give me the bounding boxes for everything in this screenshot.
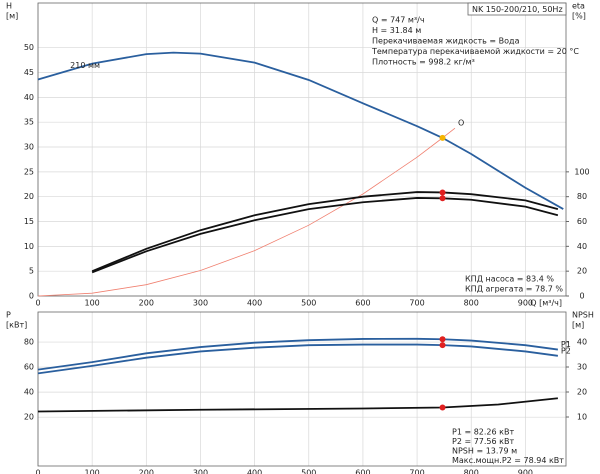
note-text: КПД агрегата = 78.7 %: [465, 285, 563, 294]
plot-frame: [37, 311, 567, 467]
y-tick-label: 40: [24, 388, 34, 397]
y-tick-label: 30: [24, 143, 34, 152]
y2-tick-label: 20: [577, 388, 587, 397]
y-axis-unit: [кВт]: [6, 321, 27, 330]
x-tick-label: 400: [247, 299, 262, 308]
y-tick-label: 80: [24, 338, 34, 347]
x-tick-label: 100: [85, 469, 100, 474]
y2-tick-label: 100: [574, 167, 589, 176]
y2-tick-label: 40: [577, 338, 587, 347]
x-tick-label: 500: [301, 469, 316, 474]
y-tick-label: 35: [24, 118, 34, 127]
curve: [37, 127, 456, 297]
x-tick-label: 0: [35, 469, 40, 474]
info-text: Макс.мощн.P2 = 78.94 кВт: [452, 456, 564, 465]
curve: [91, 191, 559, 273]
x-tick-label: 100: [85, 299, 100, 308]
x-tick-label: 600: [355, 299, 370, 308]
x-tick-label: 300: [193, 469, 208, 474]
y-tick-label: 60: [24, 363, 34, 372]
info-text: Плотность = 998.2 кг/м³: [372, 58, 475, 67]
operating-point: [439, 336, 446, 343]
curve-label: P2: [561, 346, 571, 355]
y2-axis-label: NPSH: [572, 311, 594, 320]
y2-tick-label: 30: [577, 363, 587, 372]
y2-tick-label: 60: [577, 217, 587, 226]
y2-axis-unit: [%]: [572, 12, 586, 21]
info-text: P2 = 77.56 кВт: [452, 437, 514, 446]
operating-point: [439, 195, 446, 202]
y-tick-label: 45: [24, 68, 34, 77]
curve: [37, 337, 558, 371]
y-tick-label: 40: [24, 93, 34, 102]
y2-tick-label: 40: [577, 242, 587, 251]
y-tick-label: 5: [29, 267, 34, 276]
y2-axis-label: eta: [572, 2, 585, 11]
curve-label: 210 мм: [70, 61, 100, 70]
info-text: NPSH = 13.79 м: [452, 447, 517, 456]
curve-label: P1: [561, 340, 571, 349]
x-tick-label: 700: [409, 469, 424, 474]
x-tick-label: 600: [355, 469, 370, 474]
y-tick-label: 10: [24, 242, 34, 251]
info-text: P1 = 82.26 кВт: [452, 428, 514, 437]
title-box: [467, 2, 567, 16]
x-tick-label: 200: [139, 469, 154, 474]
y-tick-label: 20: [24, 413, 34, 422]
x-tick-label: 800: [464, 469, 479, 474]
operating-point: [439, 342, 446, 349]
info-text: Q = 747 м³/ч: [372, 16, 425, 25]
x-tick-label: 800: [464, 299, 479, 308]
y2-tick-label: 0: [579, 292, 584, 301]
curve: [37, 397, 558, 413]
y-axis-unit: [м]: [6, 12, 18, 21]
y-axis-label: P: [6, 311, 11, 320]
y2-axis-unit: [м]: [572, 321, 584, 330]
curve-label: O: [458, 119, 464, 128]
operating-point: [439, 134, 446, 141]
curve: [91, 197, 559, 274]
y2-tick-label: 20: [577, 267, 587, 276]
x-tick-label: 0: [35, 299, 40, 308]
x-tick-label: 400: [247, 469, 262, 474]
x-tick-label: 700: [409, 299, 424, 308]
note-text: КПД насоса = 83.4 %: [465, 275, 554, 284]
chart-title: NK 150-200/210, 50Hz: [472, 5, 563, 14]
y-tick-label: 20: [24, 192, 34, 201]
x-tick-label: 900: [518, 299, 533, 308]
y-tick-label: 50: [24, 43, 34, 52]
y-tick-label: 0: [29, 292, 34, 301]
info-text: Температура перекачиваемой жидкости = 20…: [371, 47, 579, 56]
x-tick-label: 300: [193, 299, 208, 308]
curve: [37, 343, 558, 375]
x-tick-label: 900: [518, 469, 533, 474]
y-tick-label: 25: [24, 167, 34, 176]
x-tick-label: 200: [139, 299, 154, 308]
y2-tick-label: 10: [577, 413, 587, 422]
y-axis-label: H: [6, 2, 12, 11]
operating-point: [439, 404, 446, 411]
y-tick-label: 15: [24, 217, 34, 226]
plot-frame: [37, 2, 567, 297]
x-tick-label: 500: [301, 299, 316, 308]
curve: [37, 51, 564, 210]
operating-point: [439, 189, 446, 196]
x-axis-label: Q [м³/ч]: [530, 299, 562, 308]
y2-tick-label: 80: [577, 192, 587, 201]
info-text: Перекачиваемая жидкость = Вода: [372, 37, 520, 46]
info-text: H = 31.84 м: [372, 26, 421, 35]
